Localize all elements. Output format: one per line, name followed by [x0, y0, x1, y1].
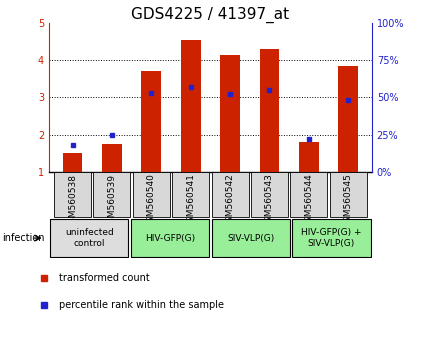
- Bar: [290, 172, 327, 217]
- Text: uninfected
control: uninfected control: [65, 228, 113, 248]
- Text: GSM560543: GSM560543: [265, 173, 274, 228]
- Bar: [181, 40, 201, 172]
- Title: GDS4225 / 41397_at: GDS4225 / 41397_at: [131, 7, 289, 23]
- Bar: [330, 172, 367, 217]
- Bar: [220, 55, 240, 172]
- Bar: [212, 219, 290, 257]
- Bar: [131, 219, 209, 257]
- Text: GSM560544: GSM560544: [304, 173, 313, 228]
- Text: HIV-GFP(G): HIV-GFP(G): [145, 234, 195, 242]
- Text: GSM560541: GSM560541: [186, 173, 195, 228]
- Text: percentile rank within the sample: percentile rank within the sample: [59, 300, 224, 310]
- Text: infection: infection: [2, 233, 45, 243]
- Bar: [142, 72, 161, 172]
- Bar: [50, 219, 128, 257]
- Bar: [94, 172, 130, 217]
- Bar: [133, 172, 170, 217]
- Text: GSM560538: GSM560538: [68, 173, 77, 229]
- Text: HIV-GFP(G) +
SIV-VLP(G): HIV-GFP(G) + SIV-VLP(G): [301, 228, 362, 248]
- Bar: [260, 49, 279, 172]
- Text: GSM560545: GSM560545: [344, 173, 353, 228]
- Bar: [102, 144, 122, 172]
- Text: GSM560542: GSM560542: [226, 173, 235, 228]
- Bar: [251, 172, 288, 217]
- Text: GSM560539: GSM560539: [108, 173, 116, 229]
- Bar: [292, 219, 371, 257]
- Bar: [212, 172, 249, 217]
- Text: transformed count: transformed count: [59, 273, 150, 283]
- Bar: [62, 153, 82, 172]
- Bar: [54, 172, 91, 217]
- Bar: [172, 172, 209, 217]
- Bar: [338, 66, 358, 172]
- Bar: [299, 142, 319, 172]
- Text: SIV-VLP(G): SIV-VLP(G): [227, 234, 275, 242]
- Text: GSM560540: GSM560540: [147, 173, 156, 228]
